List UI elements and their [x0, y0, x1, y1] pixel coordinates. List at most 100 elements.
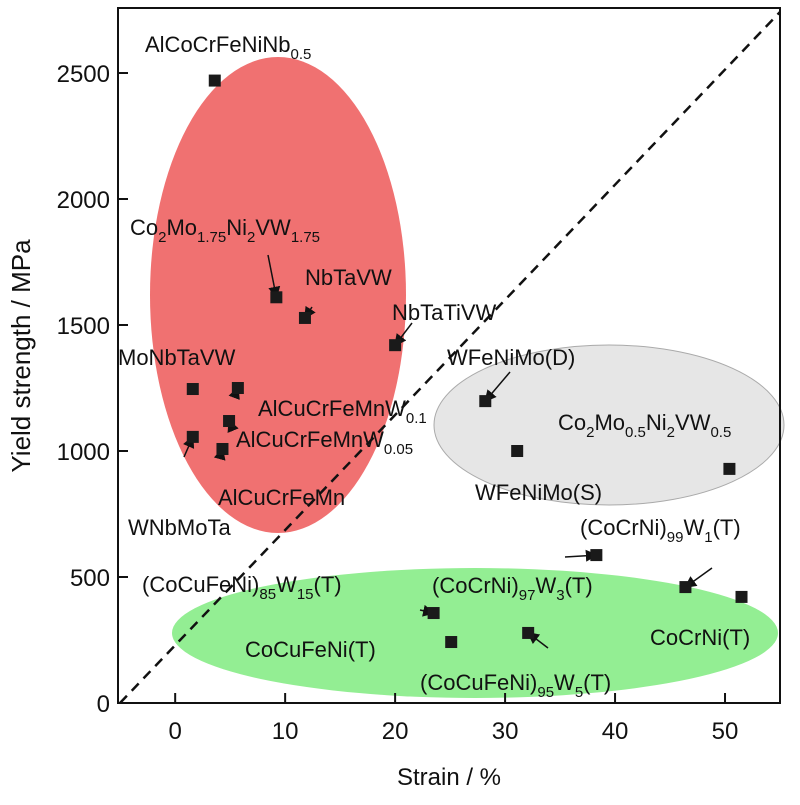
point [223, 415, 236, 428]
point [186, 383, 199, 396]
point-label: CoCuFeNi(T) [245, 637, 376, 662]
point [186, 430, 199, 443]
y-tick-label: 2000 [57, 187, 110, 214]
label-subscript: 5 [575, 684, 583, 701]
point-label: WFeNiMo(S) [475, 480, 602, 505]
x-tick-label: 50 [712, 718, 739, 745]
y-tick-label: 2500 [57, 61, 110, 88]
label-subscript: 2 [667, 424, 675, 441]
point [216, 442, 229, 455]
label-subscript: 0.5 [625, 424, 646, 441]
point-label: (CoCrNi)97W3(T) [432, 573, 593, 604]
label-text: AlCuCrFeMn [218, 485, 345, 510]
point [231, 382, 244, 395]
point-label: AlCuCrFeMnW0.1 [258, 396, 427, 427]
point [511, 445, 524, 458]
label-text: VW [255, 215, 291, 240]
label-subscript: 1.75 [197, 229, 226, 246]
point-label: WFeNiMo(D) [447, 345, 575, 370]
label-subscript: 2 [586, 424, 594, 441]
label-subscript: 1 [704, 529, 712, 546]
label-subscript: 2 [158, 229, 166, 246]
point [735, 590, 748, 603]
point-label: (CoCuFeNi)95W5(T) [420, 670, 611, 701]
label-subscript: 0.5 [710, 424, 731, 441]
label-text: (T) [565, 573, 593, 598]
label-subscript: 2 [247, 229, 255, 246]
point [270, 291, 283, 304]
point-label: MoNbTaVW [118, 345, 236, 370]
label-subscript: 0.05 [384, 441, 413, 458]
label-text: Mo [166, 215, 197, 240]
y-tick-label: 1000 [57, 439, 110, 466]
point [445, 636, 458, 649]
label-text: Co [558, 410, 586, 435]
point [522, 626, 535, 639]
label-text: (T) [583, 670, 611, 695]
point-label: WNbMoTa [128, 515, 231, 540]
point-label: Co2Mo1.75Ni2VW1.75 [130, 215, 320, 246]
label-text: CoCuFeNi(T) [245, 637, 376, 662]
point-label: Co2Mo0.5Ni2VW0.5 [558, 410, 731, 441]
x-axis-title: Strain / % [397, 764, 501, 791]
x-tick-label: 0 [169, 718, 182, 745]
point-label: AlCoCrFeNiNb0.5 [145, 32, 311, 63]
label-subscript: 99 [667, 529, 684, 546]
point-label: AlCuCrFeMnW0.05 [236, 427, 413, 458]
label-text: CoCrNi(T) [650, 625, 750, 650]
label-text: Ni [646, 410, 667, 435]
label-text: (CoCuFeNi) [142, 572, 259, 597]
point [389, 339, 402, 352]
plot: 0 10 20 30 40 5005001000150020002500AlCoCrFeN… [57, 32, 751, 745]
point [679, 581, 692, 594]
label-text: WFeNiMo(S) [475, 480, 602, 505]
label-subscript: 95 [537, 684, 554, 701]
label-text: WNbMoTa [128, 515, 231, 540]
label-text: (T) [314, 572, 342, 597]
region-gray [433, 344, 785, 506]
y-tick-label: 1500 [57, 313, 110, 340]
point-label: AlCuCrFeMn [218, 485, 345, 510]
point-label: NbTaTiVW [392, 300, 497, 325]
point [590, 549, 603, 562]
y-tick-label: 500 [70, 565, 110, 592]
label-text: VW [675, 410, 711, 435]
label-subscript: 85 [259, 586, 276, 603]
x-tick-label: 20 [382, 718, 409, 745]
point-label: (CoCrNi)99W1(T) [580, 515, 741, 546]
diagonal [119, 11, 781, 704]
label-subscript: 0.1 [406, 410, 427, 427]
label-text: AlCoCrFeNiNb [145, 32, 290, 57]
point [298, 311, 311, 324]
label-text: NbTaVW [305, 265, 392, 290]
point-label: CoCrNi(T) [650, 625, 750, 650]
region-green [172, 568, 778, 698]
point-label: NbTaVW [305, 265, 392, 290]
point [479, 395, 492, 408]
label-text: W [535, 573, 556, 598]
x-tick-label: 40 [602, 718, 629, 745]
label-text: W [683, 515, 704, 540]
label-text: MoNbTaVW [118, 345, 236, 370]
label-text: Mo [594, 410, 625, 435]
label-text: (CoCrNi) [580, 515, 667, 540]
x-tick-label: 30 [492, 718, 519, 745]
plot-frame [117, 7, 781, 704]
label-subscript: 3 [556, 587, 564, 604]
label-text: W [276, 572, 297, 597]
label-subscript: 15 [297, 586, 314, 603]
label-text: NbTaTiVW [392, 300, 497, 325]
y-axis-title: Yield strength / MPa [6, 239, 36, 473]
label-subscript: 97 [519, 587, 536, 604]
point [208, 74, 221, 87]
point-label: (CoCuFeNi)85W15(T) [142, 572, 342, 603]
point [723, 462, 736, 475]
label-text: W [554, 670, 575, 695]
y-tick-label: 0 [97, 691, 110, 718]
label-text: AlCuCrFeMnW [236, 427, 384, 452]
point [427, 607, 440, 620]
label-text: WFeNiMo(D) [447, 345, 575, 370]
label-text: (T) [713, 515, 741, 540]
label-subscript: 1.75 [291, 229, 320, 246]
